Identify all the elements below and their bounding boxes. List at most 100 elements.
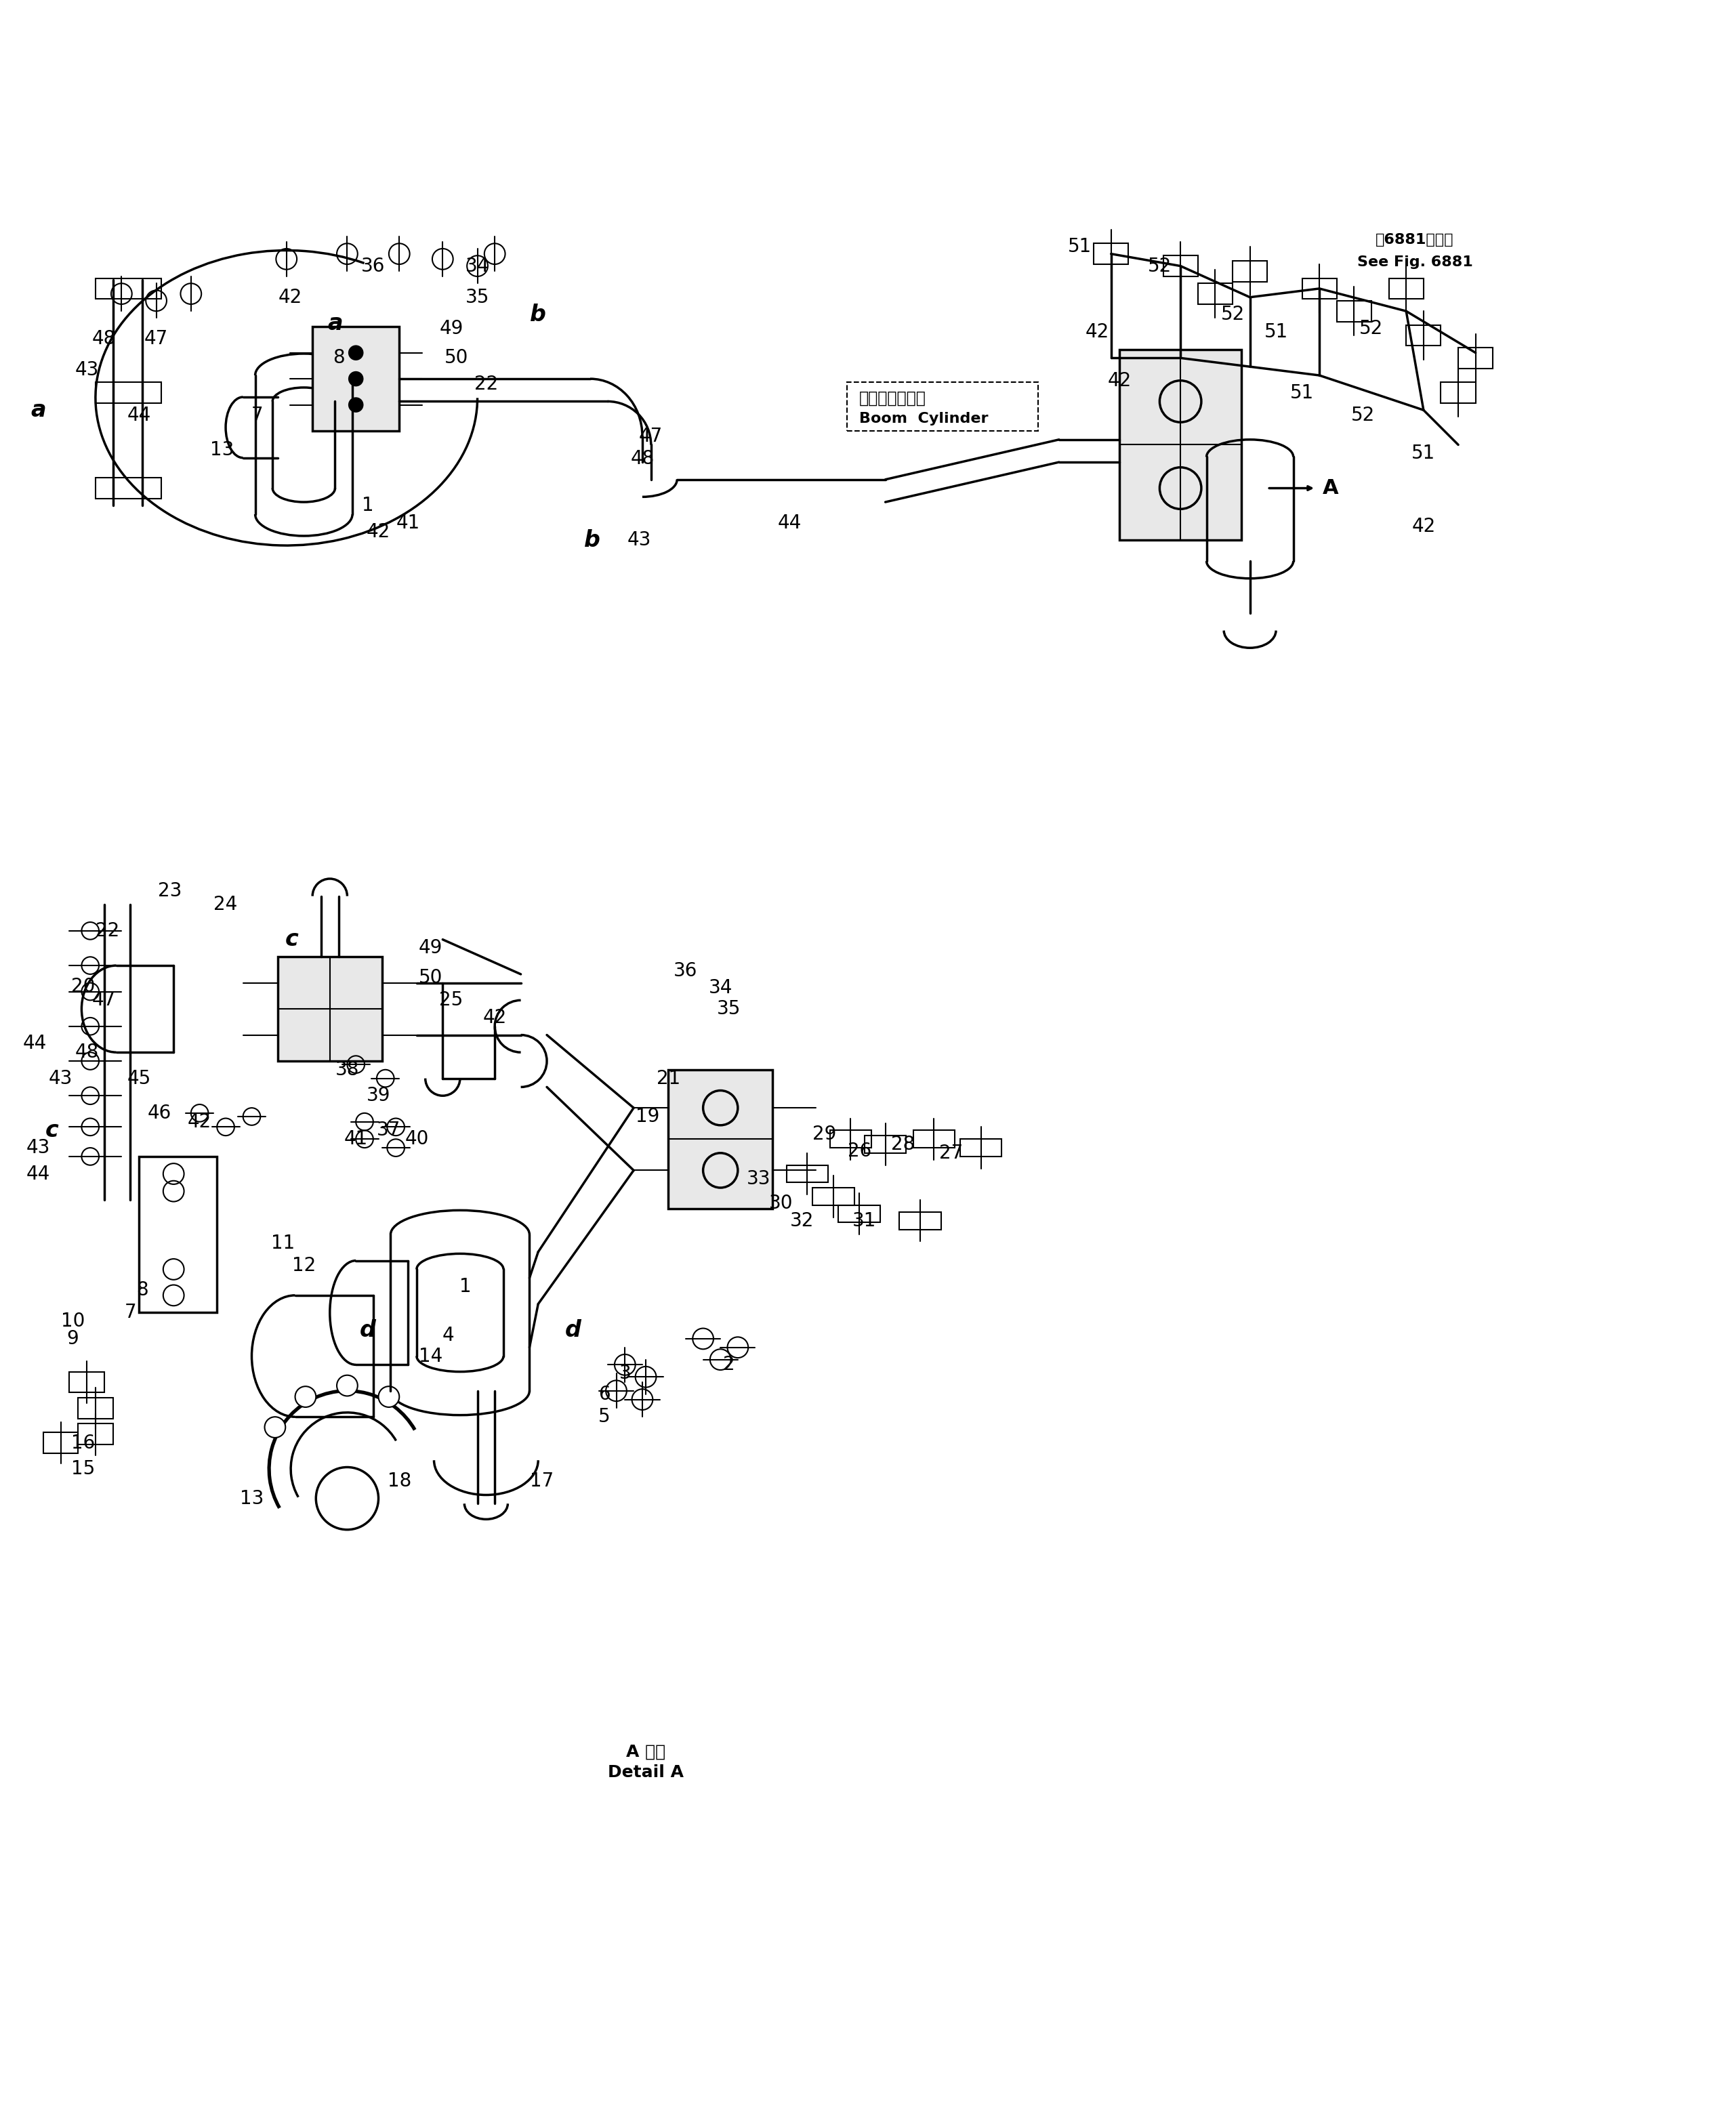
- Text: 50: 50: [418, 968, 443, 987]
- Text: 51: 51: [1264, 323, 1288, 342]
- Text: 42: 42: [1085, 323, 1109, 342]
- Bar: [1302, 278, 1337, 299]
- Text: 32: 32: [790, 1212, 814, 1231]
- Text: 6: 6: [599, 1386, 609, 1405]
- Bar: [812, 1188, 854, 1205]
- Bar: [899, 1212, 941, 1229]
- Bar: [960, 1140, 1002, 1156]
- Bar: [1233, 261, 1267, 282]
- Text: 23: 23: [158, 881, 182, 900]
- Text: 40: 40: [404, 1129, 429, 1148]
- Text: 27: 27: [939, 1144, 963, 1163]
- Bar: [95, 382, 161, 403]
- Bar: [1094, 244, 1128, 265]
- Text: 5: 5: [599, 1407, 609, 1426]
- Bar: [847, 382, 1038, 431]
- Bar: [312, 327, 399, 431]
- Text: 52: 52: [1220, 306, 1245, 325]
- Bar: [668, 1069, 773, 1210]
- Text: 12: 12: [292, 1256, 316, 1275]
- Text: 21: 21: [656, 1069, 681, 1089]
- Text: 52: 52: [1351, 405, 1375, 424]
- Text: A: A: [1323, 477, 1338, 499]
- Text: 44: 44: [23, 1033, 47, 1053]
- Text: 7: 7: [252, 405, 262, 424]
- Text: 46: 46: [148, 1103, 172, 1123]
- Circle shape: [349, 371, 363, 386]
- Text: 41: 41: [396, 514, 420, 533]
- Text: 44: 44: [26, 1165, 50, 1184]
- Text: 1: 1: [363, 497, 373, 516]
- Text: 52: 52: [1147, 257, 1172, 276]
- Text: 8: 8: [333, 348, 344, 367]
- Circle shape: [349, 399, 363, 412]
- Text: 49: 49: [439, 318, 464, 337]
- Text: 28: 28: [891, 1135, 915, 1154]
- Circle shape: [378, 1386, 399, 1407]
- Bar: [838, 1205, 880, 1222]
- Text: 52: 52: [1359, 318, 1384, 337]
- Text: a: a: [328, 312, 342, 335]
- Text: 43: 43: [26, 1137, 50, 1156]
- Text: 24: 24: [214, 895, 238, 915]
- Bar: [1198, 284, 1233, 303]
- Text: 42: 42: [483, 1008, 507, 1027]
- Bar: [43, 1432, 78, 1454]
- Text: c: c: [45, 1118, 59, 1142]
- Text: 36: 36: [361, 257, 385, 276]
- Text: 10: 10: [61, 1311, 85, 1330]
- Bar: [1458, 348, 1493, 369]
- Text: 42: 42: [1108, 371, 1132, 390]
- Text: 36: 36: [674, 961, 698, 980]
- Text: 17: 17: [529, 1471, 554, 1490]
- Bar: [786, 1165, 828, 1182]
- Text: 35: 35: [717, 999, 741, 1019]
- Text: Boom  Cylinder: Boom Cylinder: [859, 412, 988, 427]
- Bar: [830, 1131, 871, 1148]
- Text: a: a: [31, 399, 45, 422]
- Text: c: c: [285, 927, 299, 951]
- Text: 51: 51: [1411, 443, 1436, 463]
- Text: 31: 31: [852, 1212, 877, 1231]
- Circle shape: [337, 1375, 358, 1396]
- Bar: [95, 278, 161, 299]
- Text: 47: 47: [144, 329, 168, 348]
- Text: 29: 29: [812, 1125, 837, 1144]
- Text: 9: 9: [68, 1328, 78, 1347]
- Text: 4: 4: [443, 1326, 453, 1345]
- Circle shape: [295, 1386, 316, 1407]
- Text: 20: 20: [71, 976, 95, 995]
- Text: 44: 44: [778, 514, 802, 533]
- Text: 34: 34: [708, 978, 733, 997]
- Bar: [95, 477, 161, 499]
- Text: 43: 43: [627, 530, 651, 550]
- Text: 13: 13: [240, 1490, 264, 1509]
- Text: 44: 44: [127, 405, 151, 424]
- Text: b: b: [529, 303, 547, 327]
- Text: 34: 34: [465, 257, 490, 276]
- Text: 33: 33: [746, 1169, 771, 1188]
- Bar: [139, 1156, 217, 1314]
- Text: 42: 42: [1411, 518, 1436, 537]
- Text: 42: 42: [366, 522, 391, 541]
- Text: 22: 22: [474, 376, 498, 393]
- Text: 13: 13: [210, 441, 234, 460]
- Text: 22: 22: [95, 921, 120, 940]
- Text: 14: 14: [418, 1347, 443, 1367]
- Text: 45: 45: [127, 1069, 151, 1089]
- Text: 8: 8: [137, 1282, 148, 1299]
- Bar: [78, 1424, 113, 1445]
- Text: 48: 48: [75, 1042, 99, 1061]
- Bar: [69, 1371, 104, 1392]
- Text: 19: 19: [635, 1108, 660, 1127]
- Bar: [865, 1135, 906, 1152]
- Text: 49: 49: [418, 938, 443, 957]
- Text: 16: 16: [71, 1432, 95, 1451]
- Text: 48: 48: [630, 450, 654, 469]
- Text: 51: 51: [1068, 238, 1092, 257]
- Text: 47: 47: [639, 427, 663, 446]
- Text: 第6881図参照: 第6881図参照: [1375, 233, 1455, 246]
- Bar: [1406, 325, 1441, 346]
- Bar: [78, 1398, 113, 1420]
- Text: 39: 39: [366, 1086, 391, 1106]
